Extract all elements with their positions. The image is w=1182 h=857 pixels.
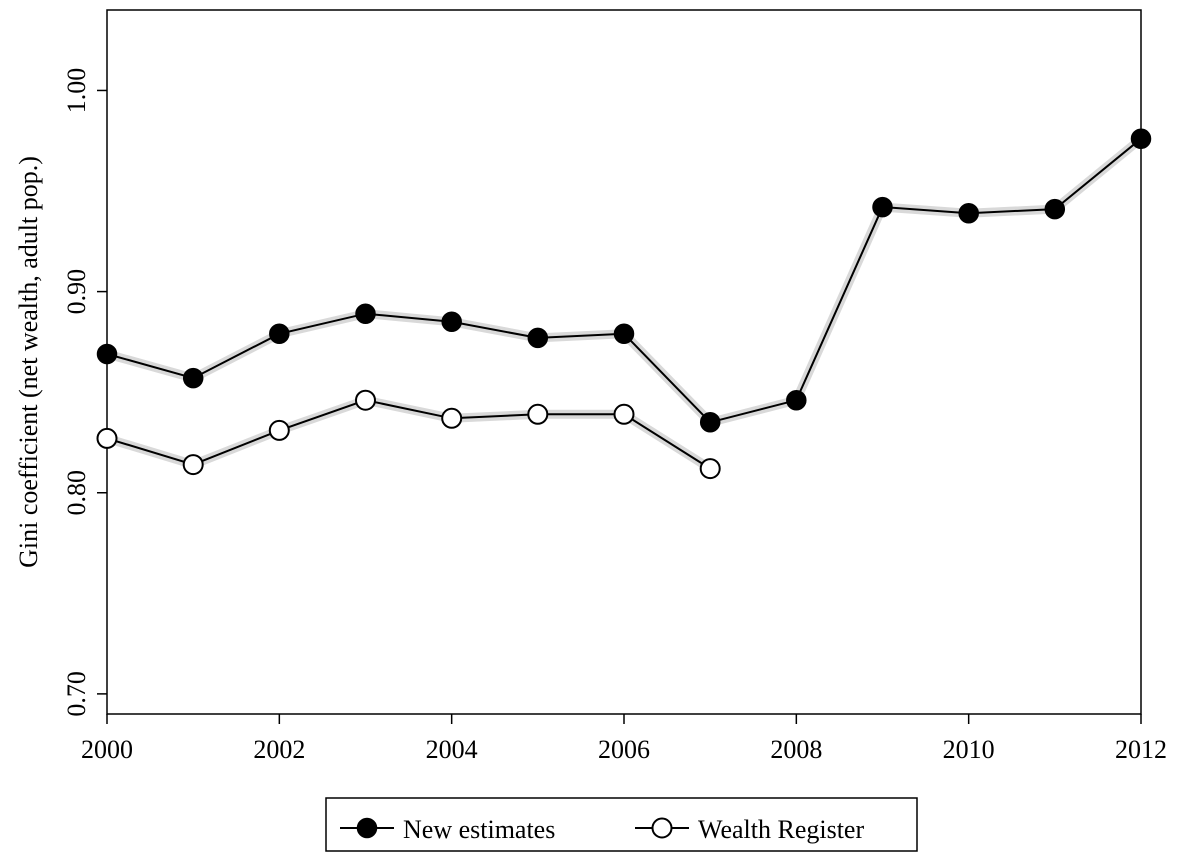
x-tick-label-2004: 2004 [426,735,478,764]
y-axis: 0.70 0.80 0.90 1.00 [62,68,107,717]
series-points [96,128,1152,480]
point-series-0-2006 [613,323,635,345]
point-series-0-2001 [182,367,204,389]
legend-marker-filled [356,817,378,839]
point-series-0-2012 [1130,128,1152,149]
y-tick-label-0.7: 0.70 [62,671,91,717]
point-series-1-2007 [699,458,721,480]
legend-box [325,797,918,852]
point-series-0-2004 [441,311,462,333]
point-series-1-2002 [268,419,290,441]
legend-label-new-estimates: New estimates [403,815,555,844]
point-series-0-2002 [269,323,290,345]
point-series-0-2005 [527,327,549,349]
legend-item-new-estimates: New estimates [340,815,555,844]
plot-frame [106,9,1142,715]
x-tick-label-2012: 2012 [1115,735,1167,764]
x-tick-label-2006: 2006 [598,735,650,764]
y-axis-title: Gini coefficient (net wealth, adult pop.… [14,156,43,568]
band-series-0 [102,134,1146,427]
point-series-0-2011 [1044,198,1066,220]
line-series-1 [106,399,711,470]
x-tick-label-2008: 2008 [770,735,822,764]
legend-marker-open [651,817,673,839]
point-series-1-2006 [613,403,635,425]
line-series-0 [106,137,1142,424]
x-axis: 2000 2002 2004 2006 2008 2010 2012 [81,714,1167,764]
point-series-1-2005 [527,403,549,425]
x-tick-label-2002: 2002 [253,735,305,764]
point-series-1-2004 [441,407,463,429]
legend: New estimates Wealth Register [325,797,918,852]
y-tick-label-0.9: 0.90 [62,269,91,315]
point-series-1-2000 [96,427,118,449]
point-series-1-2003 [355,389,376,411]
x-tick-label-2000: 2000 [81,735,133,764]
point-series-0-2010 [958,202,979,224]
point-series-0-2000 [96,343,118,365]
point-series-0-2009 [872,196,893,218]
point-series-0-2008 [786,389,807,411]
legend-label-wealth-register: Wealth Register [698,815,864,844]
y-tick-label-0.8: 0.80 [62,470,91,516]
point-series-1-2001 [182,454,204,476]
legend-item-wealth-register: Wealth Register [635,815,864,844]
point-series-0-2003 [355,303,376,324]
point-series-0-2007 [699,412,721,433]
x-tick-label-2010: 2010 [943,735,995,764]
y-tick-label-1: 1.00 [62,68,91,114]
